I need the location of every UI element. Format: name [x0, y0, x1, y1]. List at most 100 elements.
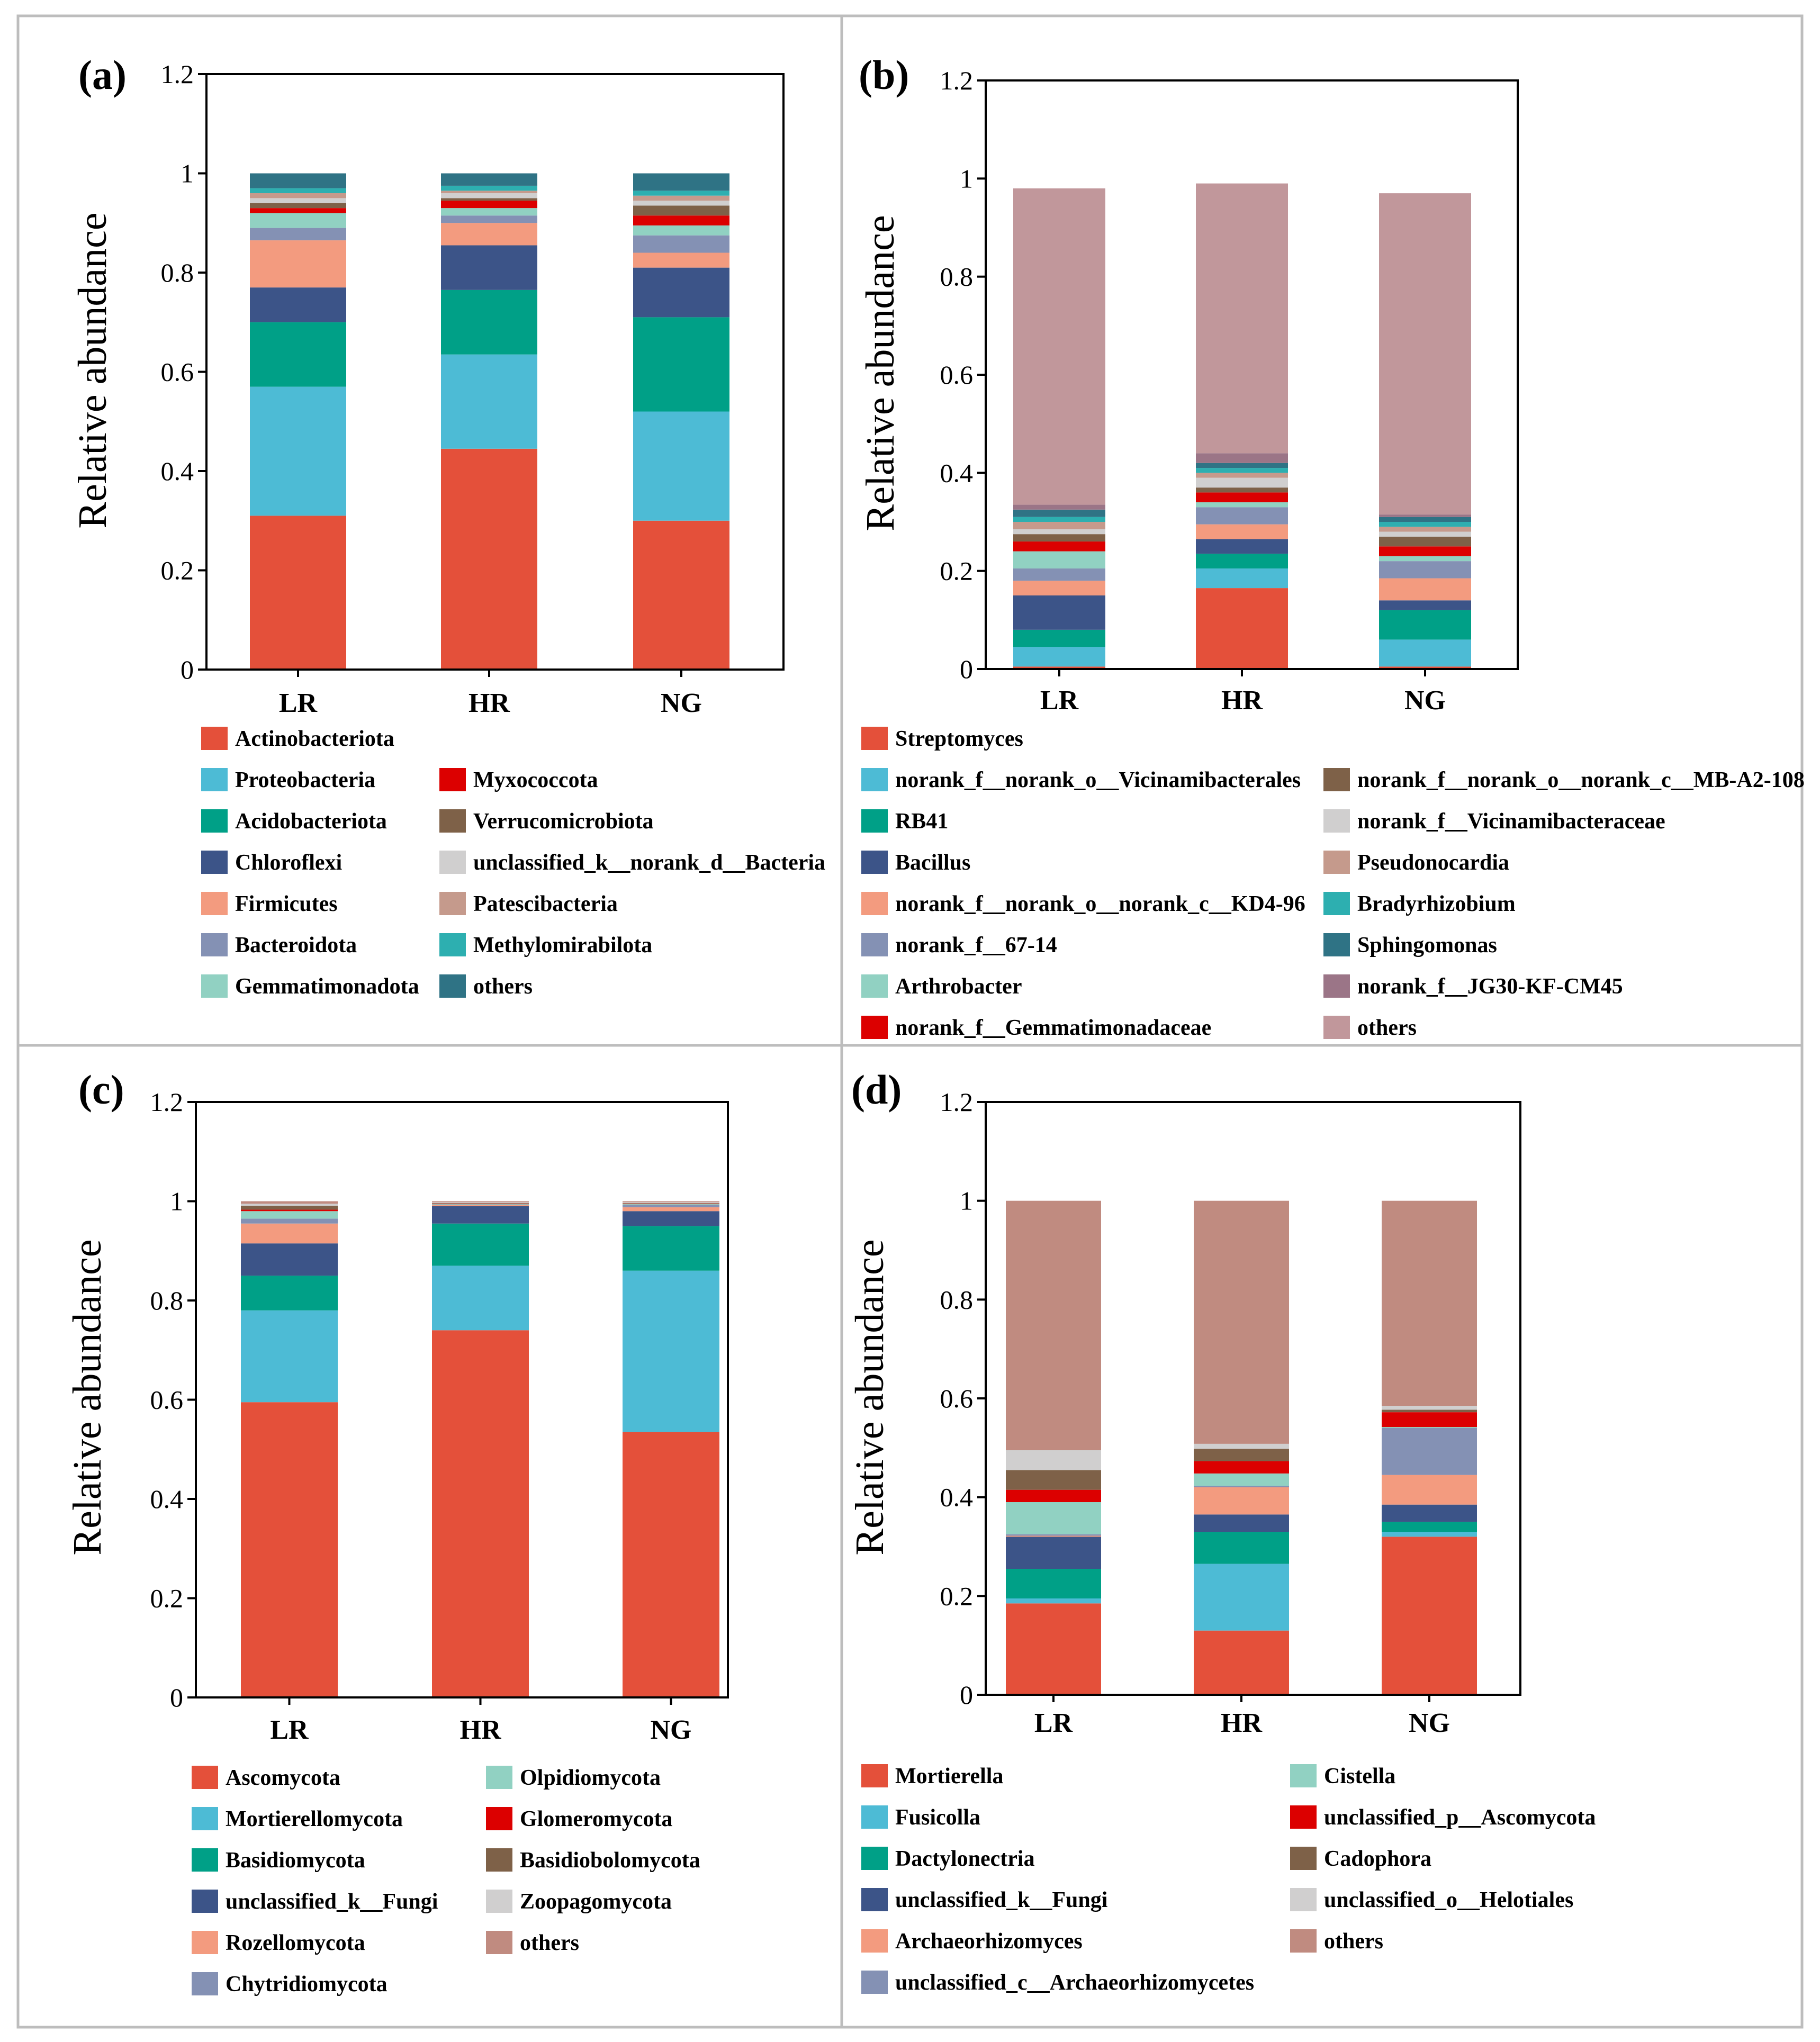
y-tick-label: 1.2: [940, 1087, 974, 1117]
bar-segment-LR-Firmicutes: [250, 240, 346, 288]
legend-label: Bacillus: [895, 851, 970, 875]
legend-swatch: [1290, 1888, 1317, 1911]
legend-swatch: [439, 768, 466, 791]
legend-label: Chloroflexi: [235, 851, 343, 875]
bar-segment-NG-Arthrobacter: [1379, 556, 1471, 562]
legend-swatch: [1290, 1929, 1317, 1953]
bar-segment-LR-Streptomyces: [1013, 666, 1105, 669]
bar-segment-NG-Pseudonocardia: [1379, 527, 1471, 532]
bar-segment-HR-Archaeorhizomyces: [1194, 1487, 1289, 1515]
bar-segment-NG-norank_f__JG30-KF-CM45: [1379, 514, 1471, 517]
bar-segment-LR-Acidobacteriota: [250, 322, 346, 387]
bar-segment-LR-unclassified_c__Archaeorhizomycetes: [1006, 1534, 1101, 1536]
x-tick-label: NG: [661, 688, 702, 718]
legend-swatch: [201, 974, 228, 998]
chart-panel-4: (d) Relative abundance LR HR NG 0 0.2 0.4 0.6 0.8…: [848, 1067, 1596, 1995]
panels: (a) Relative abundance LR HR NG 0 0.2 0.4 0.6 0.8…: [65, 52, 1805, 1996]
y-tick-label: 0.4: [940, 458, 974, 487]
bar-segment-LR-Bradyrhizobium: [1013, 517, 1105, 522]
bar-segment-HR-norank_f__norank_o__Vicinamibacterales: [1196, 568, 1288, 589]
legend-label: Bacteroidota: [235, 933, 357, 957]
bar-segment-LR-Bacillus: [1013, 595, 1105, 630]
y-tick-label: 0.4: [161, 456, 194, 486]
bar-segment-HR-unclassified_c__Archaeorhizomycetes: [1194, 1486, 1289, 1487]
x-tick-label: HR: [1221, 685, 1263, 716]
bar-segment-NG-Methylomirabilota: [633, 191, 729, 196]
bar-segment-HR-Methylomirabilota: [441, 185, 537, 191]
bar-segment-HR-unclassified_p__Ascomycota: [1194, 1461, 1289, 1474]
legend-swatch: [486, 1931, 512, 1954]
legend-label: Cadophora: [1324, 1847, 1431, 1871]
bar-segment-LR-Glomeromycota: [241, 1209, 338, 1212]
bar-segment-HR-Gemmatimonadota: [441, 208, 537, 216]
x-tick-label: NG: [651, 1715, 692, 1745]
legend-label: others: [1324, 1929, 1383, 1954]
bar-segment-LR-Mortierellomycota: [241, 1310, 338, 1403]
bar-segment-NG-Chloroflexi: [633, 267, 729, 318]
bar-segment-HR-Verrucomicrobiota: [441, 198, 537, 201]
legend-swatch: [861, 768, 888, 791]
legend-swatch: [1323, 892, 1350, 915]
legend-label: others: [1357, 1016, 1417, 1040]
bar-segment-LR-Gemmatimonadota: [250, 213, 346, 228]
y-axis-label: Relative abundance: [858, 215, 903, 531]
legend-label: Pseudonocardia: [1357, 851, 1509, 875]
bar-segment-HR-Basidiomycota: [432, 1223, 529, 1266]
bar-segment-NG-Basidiobolomycota: [623, 1203, 719, 1204]
y-axis-label: Relative abundance: [848, 1239, 892, 1555]
legend-swatch: [1323, 1016, 1350, 1039]
bar-segment-NG-unclassified_k__Fungi: [623, 1211, 719, 1226]
panel-label: (b): [859, 52, 909, 98]
bar-segment-LR-Methylomirabilota: [250, 188, 346, 193]
bar-segment-HR-Olpidiomycota: [432, 1204, 529, 1205]
y-tick-label: 0.2: [940, 556, 974, 586]
legend-swatch: [861, 892, 888, 915]
bar-segment-HR-norank_f__67-14: [1196, 507, 1288, 525]
y-tick-label: 0.6: [150, 1385, 184, 1415]
panel-label: (d): [851, 1067, 902, 1113]
bar-segment-NG-others: [623, 1201, 719, 1203]
y-tick-label: 0: [181, 655, 194, 684]
y-tick-label: 0: [170, 1683, 183, 1712]
legend-label: Bradyrhizobium: [1357, 892, 1516, 916]
legend-swatch: [486, 1807, 512, 1830]
bar-segment-LR-Dactylonectria: [1006, 1569, 1101, 1598]
bar-segment-LR-Rozellomycota: [241, 1223, 338, 1244]
legend-swatch: [439, 974, 466, 998]
bar-segment-HR-others: [441, 173, 537, 186]
legend-swatch: [201, 809, 228, 833]
bar-segment-HR-Chloroflexi: [441, 245, 537, 290]
bar-segment-HR-others: [1194, 1200, 1289, 1444]
bar-segment-LR-Ascomycota: [241, 1402, 338, 1697]
bar-segment-HR-others: [432, 1201, 529, 1203]
bar-segment-LR-unclassified_p__Ascomycota: [1006, 1489, 1101, 1502]
bar-segment-LR-others: [250, 173, 346, 188]
bar-segment-HR-Zoopagomycota: [432, 1202, 529, 1204]
bar-segment-HR-Firmicutes: [441, 223, 537, 246]
x-tick-label: HR: [460, 1715, 502, 1745]
bar-segment-LR-Basidiomycota: [241, 1276, 338, 1311]
bar-segment-NG-Streptomyces: [1379, 666, 1471, 669]
chart-panel-1: (a) Relative abundance LR HR NG 0 0.2 0.4 0.6 0.8…: [70, 52, 825, 999]
bar-segment-LR-Basidiobolomycota: [241, 1205, 338, 1210]
legend-label: norank_f__norank_o__norank_c__KD4-96: [895, 892, 1305, 916]
bar-segment-LR-others: [1013, 188, 1105, 505]
legend-label: Firmicutes: [235, 892, 338, 916]
bar-segment-NG-unclassified_k__norank_d__Bacteria: [633, 201, 729, 206]
bar-segment-HR-Basidiobolomycota: [432, 1203, 529, 1204]
bar-segment-HR-unclassified_k__Fungi: [432, 1206, 529, 1224]
figure-frame: [16, 14, 1804, 2029]
bar-segment-HR-unclassified_o__Helotiales: [1194, 1443, 1289, 1449]
y-tick-label: 0.2: [161, 556, 194, 585]
legend-swatch: [486, 1766, 512, 1789]
bar-segment-NG-norank_f__Gemmatimonadaceae: [1379, 546, 1471, 556]
legend-label: others: [473, 974, 533, 999]
legend-swatch: [192, 1931, 218, 1954]
legend-label: Sphingomonas: [1357, 933, 1497, 957]
x-tick-label: NG: [1404, 685, 1446, 716]
bar-segment-NG-Acidobacteriota: [633, 317, 729, 412]
bar-segment-LR-Patescibacteria: [250, 193, 346, 198]
bar-segment-NG-Actinobacteriota: [633, 520, 729, 670]
panel-label: (c): [78, 1067, 124, 1113]
